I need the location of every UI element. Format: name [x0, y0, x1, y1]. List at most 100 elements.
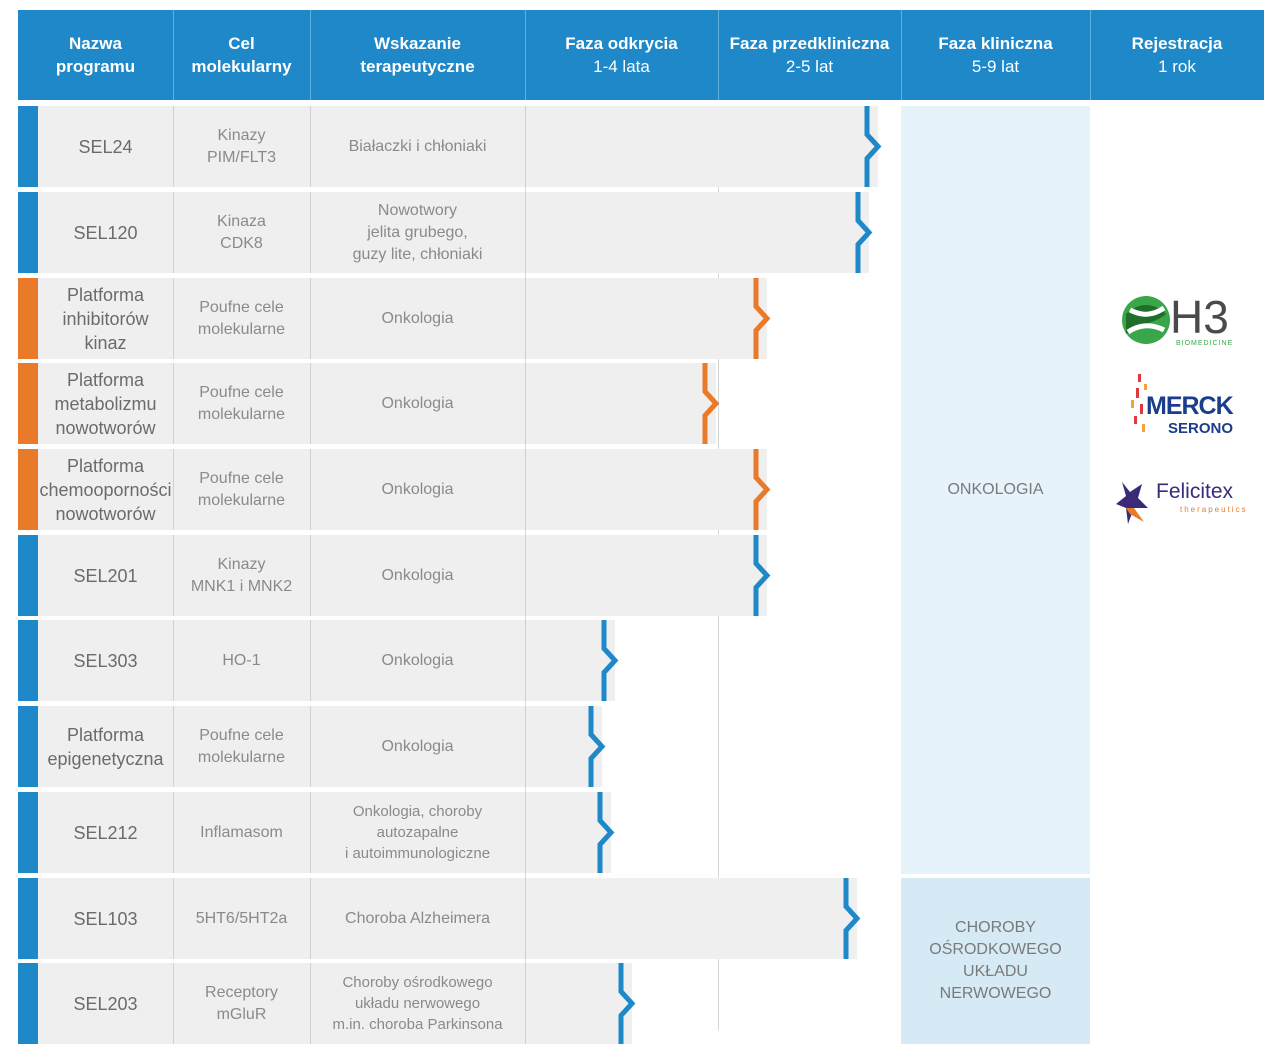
cell-divider	[173, 106, 174, 187]
h3-logo-subtitle: BIOMEDICINE	[1176, 340, 1234, 347]
table-row	[18, 963, 632, 1044]
header-title: Faza przedkliniczna	[729, 34, 890, 53]
header-cell: Faza odkrycia 1-4 lata	[525, 10, 718, 100]
stage-progress-chevron-icon	[855, 192, 873, 273]
partner-logo-h3: H3 BIOMEDICINE	[1120, 291, 1240, 350]
therapeutic-indication: Onkologia	[381, 480, 454, 498]
row-category-stripe	[18, 449, 38, 530]
partner-logo-merck-serono: MERCK SERONO	[1128, 374, 1238, 440]
program-name: Platforma chemooporności nowotworów	[39, 455, 172, 524]
program-name: SEL212	[73, 822, 138, 843]
molecular-target: Poufne cele molekularne	[197, 726, 286, 766]
cell-divider	[310, 963, 311, 1044]
cell-divider	[173, 192, 174, 273]
header-cell: Wskazanie terapeutyczne	[310, 10, 525, 100]
header-subtitle: 2-5 lat	[785, 57, 834, 76]
row-category-stripe	[18, 706, 38, 787]
table-row	[18, 106, 878, 187]
cell-divider	[525, 963, 526, 1044]
cell-divider	[525, 192, 526, 273]
molecular-target: Kinazy MNK1 i MNK2	[190, 555, 293, 595]
header-cell: Cel molekularny	[173, 10, 310, 100]
cell-divider	[173, 706, 174, 787]
header-divider	[310, 10, 311, 100]
program-name: SEL201	[73, 565, 138, 586]
header-subtitle: 1-4 lata	[593, 57, 650, 76]
row-category-stripe	[18, 278, 38, 359]
oncology-area: ONKOLOGIA	[901, 106, 1090, 874]
cell-divider	[310, 792, 311, 873]
stage-progress-chevron-icon	[753, 535, 771, 616]
merck-logo-subtitle: SERONO	[1168, 420, 1234, 437]
cell-divider	[310, 106, 311, 187]
cell-divider	[310, 706, 311, 787]
cns-area-label: CHOROBY OŚRODKOWEGO UKŁADU NERWOWEGO	[929, 919, 1062, 1002]
molecular-target: Receptory mGluR	[205, 983, 278, 1023]
header-divider	[173, 10, 174, 100]
therapeutic-indication: Onkologia	[381, 566, 454, 584]
program-name: SEL303	[73, 650, 138, 671]
therapeutic-indication: Onkologia	[381, 737, 454, 755]
program-name: SEL203	[73, 993, 138, 1014]
program-name: Platforma metabolizmu nowotworów	[54, 369, 157, 438]
stage-progress-chevron-icon	[618, 963, 636, 1044]
stage-progress-chevron-icon	[753, 278, 771, 359]
table-row	[18, 278, 767, 359]
table-row	[18, 449, 767, 530]
table-row	[18, 620, 615, 701]
partner-logo-felicitex: Felicitex therapeutics	[1116, 478, 1251, 528]
program-name: SEL24	[78, 136, 133, 157]
h3-helix-logo-icon	[1122, 296, 1170, 344]
cell-divider	[525, 449, 526, 530]
cell-divider	[310, 620, 311, 701]
row-category-stripe	[18, 878, 38, 959]
header-divider	[718, 10, 719, 100]
stage-progress-chevron-icon	[597, 792, 615, 873]
merck-logo-text: MERCK	[1146, 392, 1234, 420]
row-category-stripe	[18, 792, 38, 873]
cell-divider	[173, 963, 174, 1044]
cell-divider	[173, 620, 174, 701]
cell-divider	[310, 535, 311, 616]
cell-divider	[173, 792, 174, 873]
stage-progress-chevron-icon	[864, 106, 882, 187]
stage-progress-chevron-icon	[843, 878, 861, 959]
table-row	[18, 535, 767, 616]
program-name: Platforma epigenetyczna	[47, 724, 164, 769]
header-title: Nazwa programu	[55, 34, 136, 76]
cell-divider	[173, 878, 174, 959]
cell-divider	[173, 535, 174, 616]
header-divider	[1090, 10, 1091, 100]
table-row	[18, 363, 716, 444]
stage-progress-chevron-icon	[601, 620, 619, 701]
cell-divider	[310, 278, 311, 359]
row-category-stripe	[18, 963, 38, 1044]
cns-area: CHOROBY OŚRODKOWEGO UKŁADU NERWOWEGO	[901, 878, 1090, 1044]
header-subtitle: 5-9 lat	[971, 57, 1020, 76]
therapeutic-indication: Choroby ośrodkowego układu nerwowego m.i…	[332, 974, 503, 1033]
stage-progress-chevron-icon	[702, 363, 720, 444]
oncology-area-label: ONKOLOGIA	[947, 481, 1044, 498]
table-row	[18, 878, 857, 959]
program-name: SEL103	[73, 908, 138, 929]
cell-divider	[525, 278, 526, 359]
cell-divider	[525, 106, 526, 187]
header-cell: Faza kliniczna 5-9 lat	[901, 10, 1090, 100]
merck-serono-logo-icon	[1131, 374, 1147, 432]
therapeutic-indication: Onkologia, choroby autozapalne i autoimm…	[344, 803, 491, 862]
therapeutic-indication: Choroba Alzheimera	[345, 909, 490, 927]
stage-progress-chevron-icon	[753, 449, 771, 530]
header-title: Cel molekularny	[191, 34, 292, 76]
felicitex-logo-text: Felicitex	[1156, 480, 1234, 503]
molecular-target: HO-1	[222, 651, 261, 669]
cell-divider	[310, 192, 311, 273]
molecular-target: Kinaza CDK8	[217, 212, 266, 252]
program-name: SEL120	[73, 222, 138, 243]
header-title: Wskazanie terapeutyczne	[360, 34, 475, 76]
therapeutic-indication: Nowotwory jelita grubego, guzy lite, chł…	[352, 201, 483, 263]
cell-divider	[525, 620, 526, 701]
cell-divider	[173, 363, 174, 444]
therapeutic-indication: Onkologia	[381, 394, 454, 412]
header-divider	[525, 10, 526, 100]
row-category-stripe	[18, 620, 38, 701]
